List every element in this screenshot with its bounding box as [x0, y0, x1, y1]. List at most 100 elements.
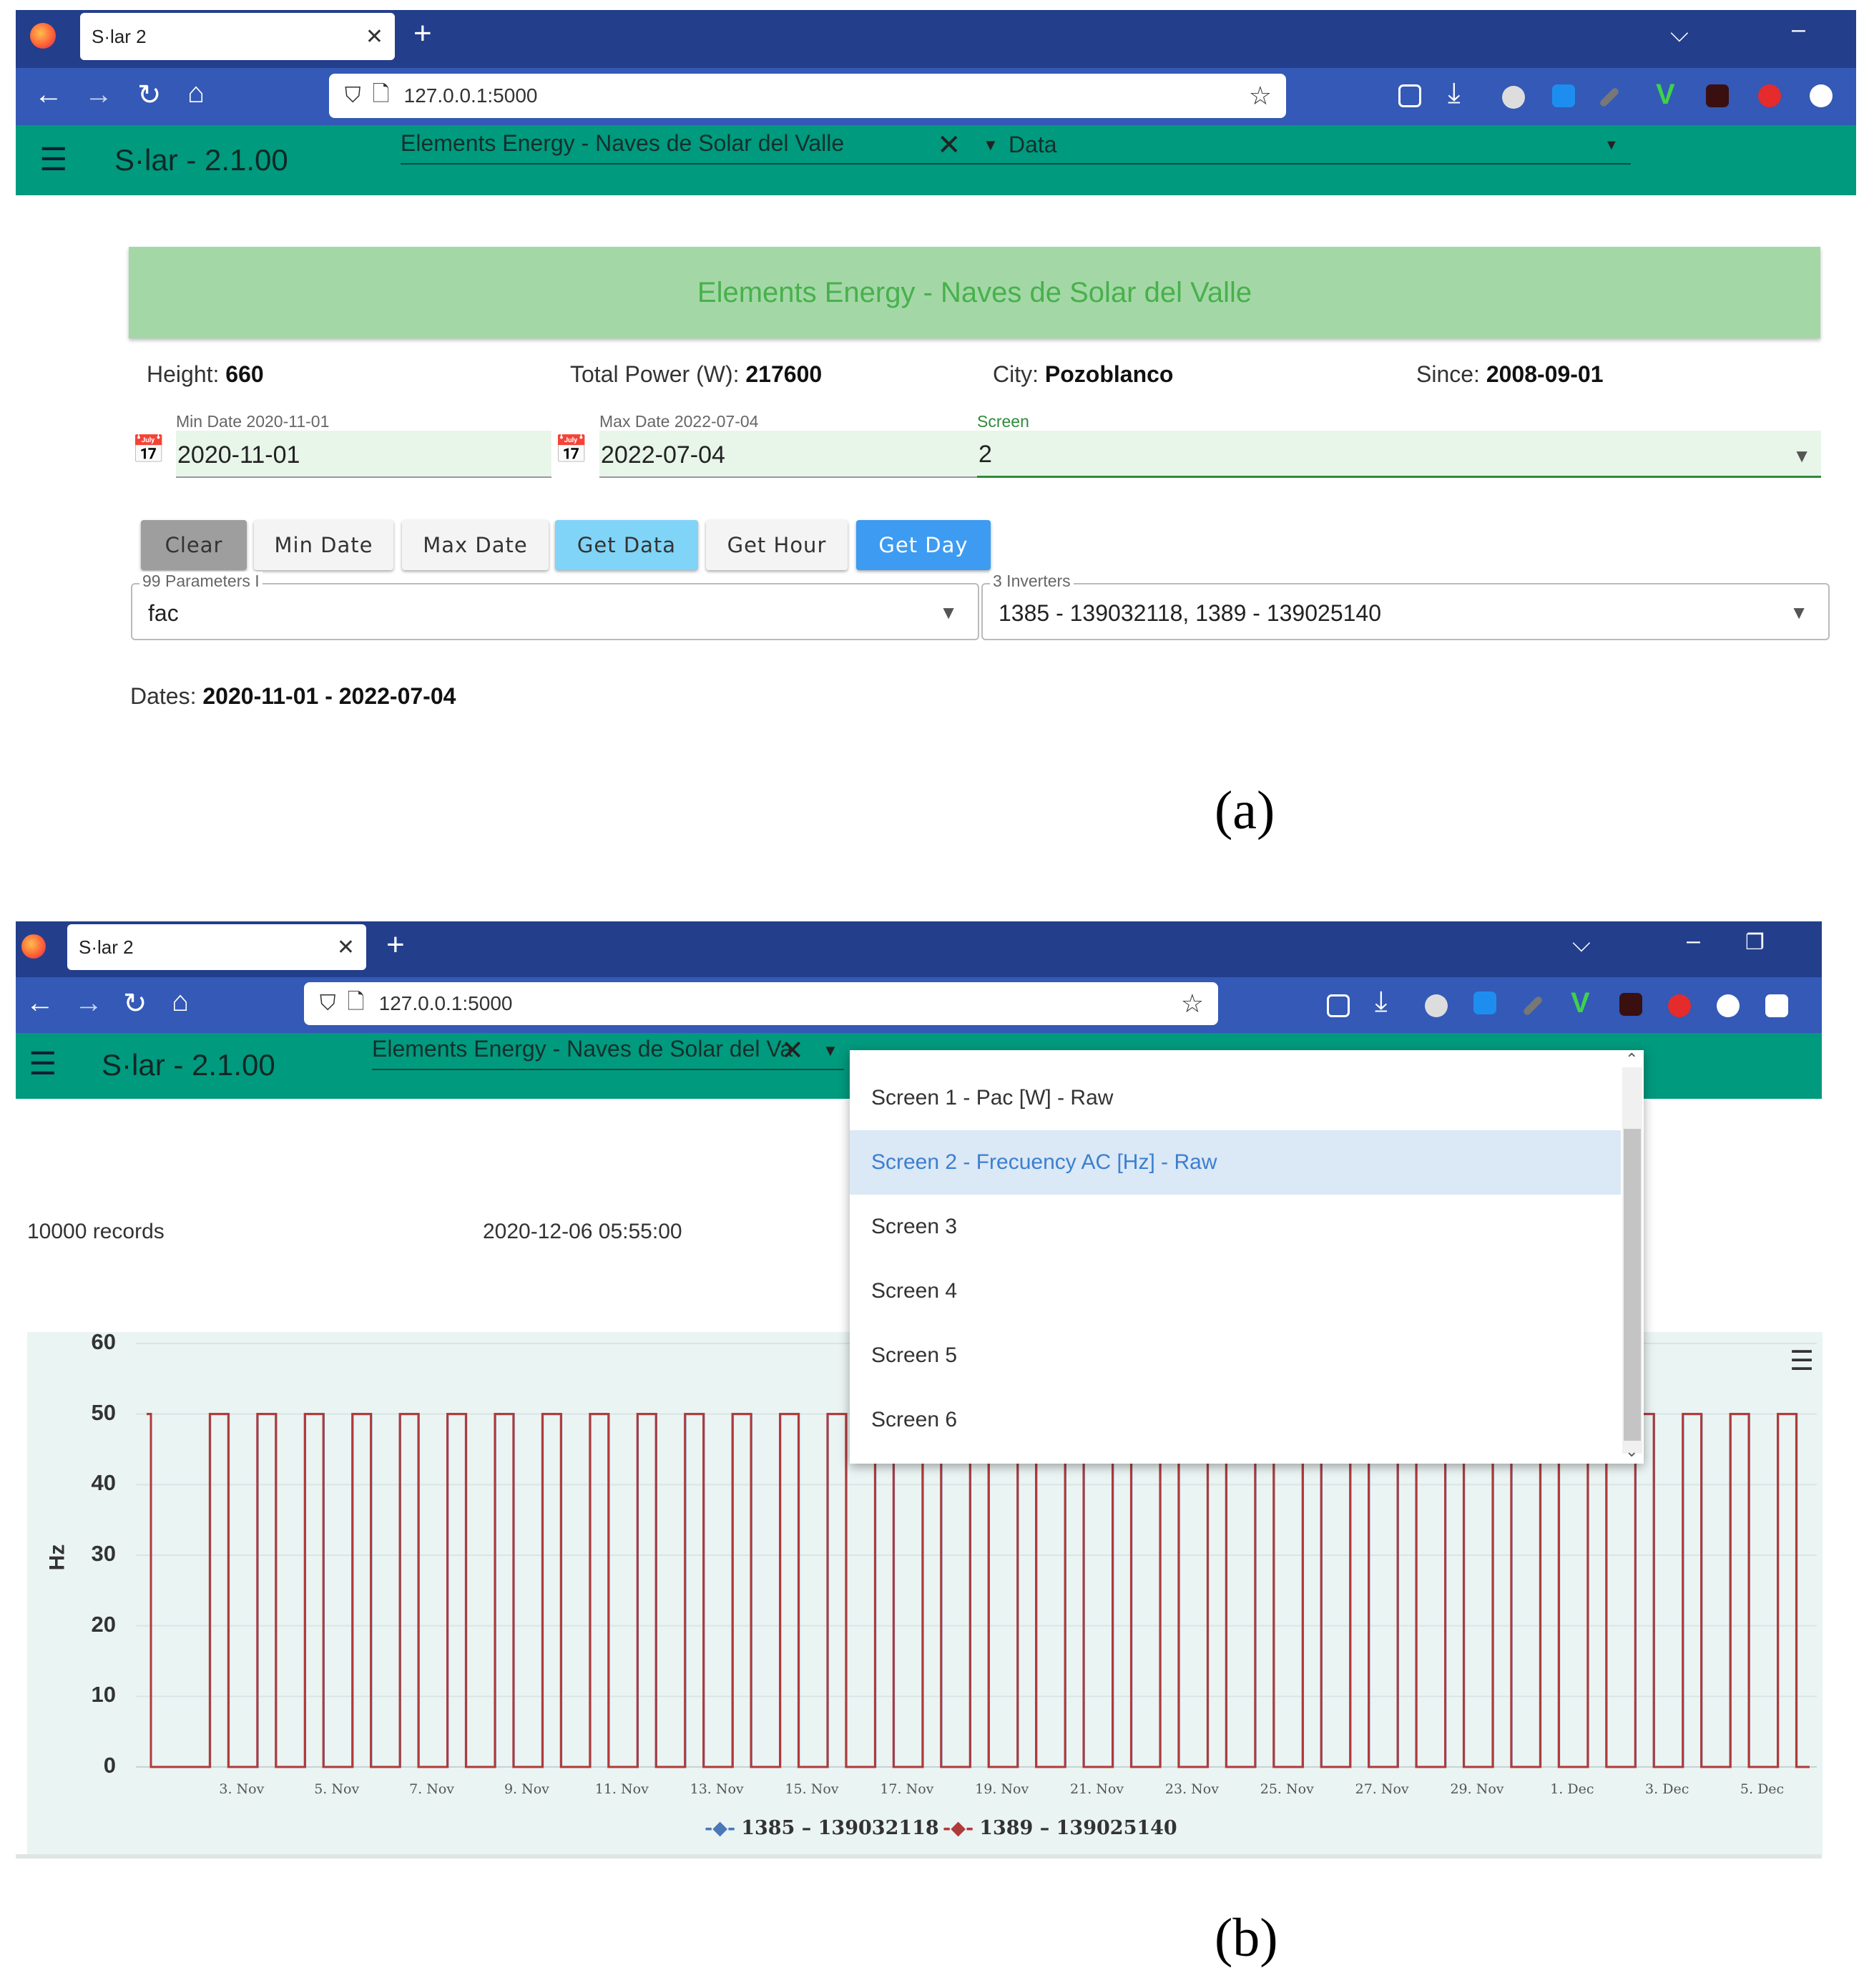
back-icon[interactable]: ← [26, 987, 54, 1019]
download-icon[interactable]: ⤓ [1448, 77, 1461, 109]
app-header [16, 125, 1856, 195]
scrollbar-thumb[interactable] [1624, 1129, 1641, 1441]
shield-icon[interactable]: ⛉ [320, 991, 336, 1015]
gear-icon[interactable] [1502, 86, 1525, 109]
extension-badge-icon[interactable] [1552, 84, 1575, 107]
get-day-button[interactable]: Get Day [856, 520, 991, 570]
dropdown-option-selected[interactable]: Screen 2 - Frecuency AC [Hz] - Raw [850, 1130, 1621, 1195]
new-tab-icon[interactable]: + [386, 927, 405, 962]
caret-down-icon[interactable]: ▼ [1792, 445, 1811, 466]
url-text[interactable]: 127.0.0.1:5000 [378, 992, 513, 1014]
clear-button[interactable]: Clear [141, 520, 247, 570]
menu-icon[interactable]: ☰ [39, 142, 68, 177]
profile-icon[interactable] [1717, 994, 1740, 1017]
x-tick-label: 19. Nov [975, 1781, 1029, 1797]
dropdown-option[interactable]: Screen 6 [871, 1408, 958, 1431]
v-extension-icon[interactable]: V [1656, 79, 1675, 110]
legend-item[interactable]: -◆- 1385 – 139032118 [705, 1817, 939, 1839]
page-icon: 🗋 [372, 82, 390, 106]
red-extension-icon[interactable] [1758, 84, 1781, 107]
shield-icon[interactable]: ⛉ [345, 84, 361, 107]
site-select[interactable]: Elements Energy - Naves de Solar del Val… [401, 130, 1631, 165]
url-text[interactable]: 127.0.0.1:5000 [403, 84, 538, 107]
height-info: Height: 660 [147, 361, 264, 387]
profile-icon[interactable] [1810, 84, 1833, 107]
site-dropdown-caret[interactable]: ▼ [983, 136, 999, 154]
pocket-icon[interactable] [1398, 84, 1421, 107]
gear-icon[interactable] [1425, 994, 1448, 1017]
max-date-field[interactable]: Max Date 2022-07-04 2022-07-04 [599, 412, 977, 478]
minimize-icon[interactable]: – [1792, 16, 1805, 43]
dropdown-option[interactable]: Screen 5 [871, 1343, 958, 1367]
hover-timestamp: 2020-12-06 05:55:00 [483, 1220, 682, 1243]
x-tick-label: 1. Dec [1550, 1781, 1594, 1797]
plant-banner: Elements Energy - Naves de Solar del Val… [129, 247, 1820, 338]
close-icon[interactable]: ✕ [336, 935, 355, 959]
dropdown-option[interactable]: Screen 4 [871, 1279, 958, 1303]
scroll-up-icon[interactable]: ⌃ [1625, 1050, 1639, 1068]
get-hour-button[interactable]: Get Hour [706, 520, 848, 570]
reload-icon[interactable]: ↻ [137, 79, 162, 111]
legend-item[interactable]: -◆- 1389 – 139025140 [943, 1817, 1177, 1839]
x-tick-label: 11. Nov [594, 1781, 649, 1797]
star-icon[interactable]: ☆ [1180, 989, 1204, 1018]
max-date-button[interactable]: Max Date [402, 520, 549, 570]
close-icon[interactable]: ✕ [365, 24, 383, 49]
dropdown-option[interactable]: Screen 1 - Pac [W] - Raw [871, 1086, 1114, 1110]
get-data-button[interactable]: Get Data [555, 520, 698, 570]
screen-dropdown-menu[interactable]: Screen 1 - Pac [W] - Raw Screen 2 - Frec… [850, 1050, 1644, 1464]
clear-selection-icon[interactable]: ✕ [781, 1036, 804, 1066]
scroll-down-icon[interactable]: ⌄ [1625, 1442, 1639, 1460]
pocket-icon[interactable] [1327, 994, 1350, 1017]
view-dropdown-caret[interactable]: ▼ [1604, 137, 1619, 153]
back-icon[interactable]: ← [34, 79, 63, 110]
caret-down-icon[interactable]: ▼ [1790, 602, 1808, 623]
calendar-icon[interactable]: 📅 [554, 435, 589, 465]
minimize-icon[interactable]: – [1687, 927, 1700, 954]
min-date-field[interactable]: Min Date 2020-11-01 2020-11-01 [176, 412, 551, 478]
parameters-select[interactable]: 99 Parameters I fac ▼ [131, 572, 979, 640]
browser-tab[interactable]: S·lar 2 ✕ [80, 13, 395, 60]
dark-extension-icon[interactable] [1706, 84, 1729, 107]
browser-tab[interactable]: S·lar 2 ✕ [67, 924, 366, 970]
chart-menu-icon[interactable]: ☰ [1790, 1346, 1815, 1376]
reload-icon[interactable]: ↻ [123, 988, 147, 1019]
menu-icon[interactable]: ☰ [29, 1047, 57, 1082]
clear-selection-icon[interactable]: ✕ [937, 129, 961, 161]
extension-badge-icon[interactable] [1473, 991, 1496, 1014]
site-dropdown-caret[interactable]: ▼ [823, 1042, 838, 1059]
download-icon[interactable]: ⤓ [1375, 986, 1388, 1017]
url-bar[interactable]: ⛉ 🗋 127.0.0.1:5000 ☆ [329, 74, 1286, 118]
restore-icon[interactable]: ❐ [1745, 931, 1765, 954]
tab-title: S·lar 2 [92, 25, 147, 47]
min-date-button[interactable]: Min Date [254, 520, 393, 570]
panel-b-caption: (b) [1215, 1908, 1278, 1968]
site-select[interactable]: Elements Energy - Naves de Solar del Va [372, 1036, 844, 1070]
y-tick-label: 50 [91, 1399, 116, 1425]
url-bar[interactable]: ⛉ 🗋 127.0.0.1:5000 ☆ [304, 982, 1218, 1025]
home-icon[interactable]: ⌂ [187, 77, 205, 109]
shield-extension-icon[interactable] [1765, 994, 1788, 1017]
tab-title: S·lar 2 [79, 936, 134, 958]
screen-select[interactable]: Screen 2 ▼ [977, 412, 1821, 478]
star-icon[interactable]: ☆ [1248, 81, 1272, 110]
view-select[interactable]: Data [1009, 132, 1057, 157]
caret-down-icon[interactable]: ▼ [939, 602, 958, 623]
chevron-down-icon[interactable]: ⌵ [1572, 930, 1591, 957]
v-extension-icon[interactable]: V [1571, 987, 1590, 1019]
forward-icon[interactable]: → [84, 79, 113, 110]
dates-summary: Dates: 2020-11-01 - 2022-07-04 [130, 683, 456, 709]
forward-icon[interactable]: → [74, 987, 103, 1019]
dropdown-option[interactable]: Screen 3 [871, 1215, 958, 1238]
calendar-icon[interactable]: 📅 [132, 435, 166, 465]
new-tab-icon[interactable]: + [413, 16, 432, 51]
home-icon[interactable]: ⌂ [172, 986, 190, 1017]
red-extension-icon[interactable] [1668, 994, 1691, 1017]
y-tick-label: 60 [91, 1329, 116, 1354]
inverters-select[interactable]: 3 Inverters 1385 - 139032118, 1389 - 139… [981, 572, 1830, 640]
chevron-down-icon[interactable]: ⌵ [1670, 20, 1689, 47]
dark-extension-icon[interactable] [1619, 993, 1642, 1016]
x-tick-label: 17. Nov [880, 1781, 934, 1797]
x-tick-label: 27. Nov [1355, 1781, 1409, 1797]
